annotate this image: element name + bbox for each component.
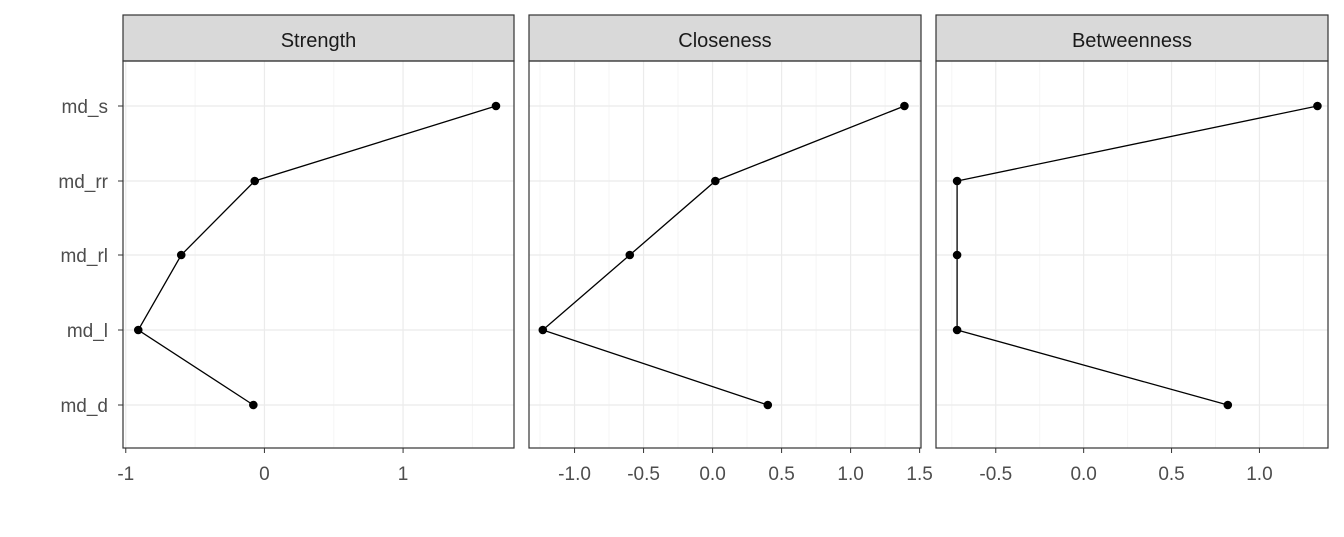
y-tick-label: md_l [67,321,108,342]
y-tick-label: md_rl [60,246,108,267]
x-tick-label: 0.5 [1158,464,1184,485]
data-point [538,325,548,335]
data-point [952,250,962,260]
panel-closeness: Closeness -1.0 -0.5 0.0 0.5 1.0 1.5 [528,14,933,485]
x-tick-label: -1 [117,464,134,485]
x-tick-label: -1.0 [558,464,591,485]
x-tick-label: 0.5 [768,464,794,485]
strip-background [528,14,922,62]
data-point [1313,101,1322,111]
y-tick-label: md_d [60,396,108,417]
panel-border [935,60,1329,449]
x-tick-label: 0.0 [1070,464,1096,485]
y-tick-label: md_s [62,97,108,118]
data-point [176,250,186,260]
data-point [952,325,962,335]
x-tick-label: -0.5 [627,464,660,485]
data-point [250,176,260,186]
x-tick-label: 1.5 [906,464,932,485]
strip-title: Strength [281,30,357,52]
x-tick-label: 1.0 [837,464,863,485]
data-point [952,176,962,186]
data-point [1223,400,1233,410]
panel-border [122,60,515,449]
strip-title: Closeness [678,30,771,52]
panel-betweenness: Betweenness -0.5 0.0 0.5 1.0 [935,14,1329,485]
data-point [763,400,773,410]
panel-border [528,60,922,449]
data-point [249,400,258,410]
x-tick-label: -0.5 [979,464,1012,485]
data-point [625,250,635,260]
x-tick-label: 0 [259,464,270,485]
x-tick-label: 1.0 [1246,464,1272,485]
strip-title: Betweenness [1072,30,1192,52]
x-tick-label: 0.0 [699,464,725,485]
data-point [711,176,720,186]
data-point [900,101,909,111]
strip-background [935,14,1329,62]
y-tick-label: md_rr [58,172,108,193]
strip-background [122,14,515,62]
data-point [133,325,143,335]
x-tick-label: 1 [398,464,409,485]
data-point [491,101,501,111]
panel-strength: Strength -1 0 1 [117,14,515,485]
